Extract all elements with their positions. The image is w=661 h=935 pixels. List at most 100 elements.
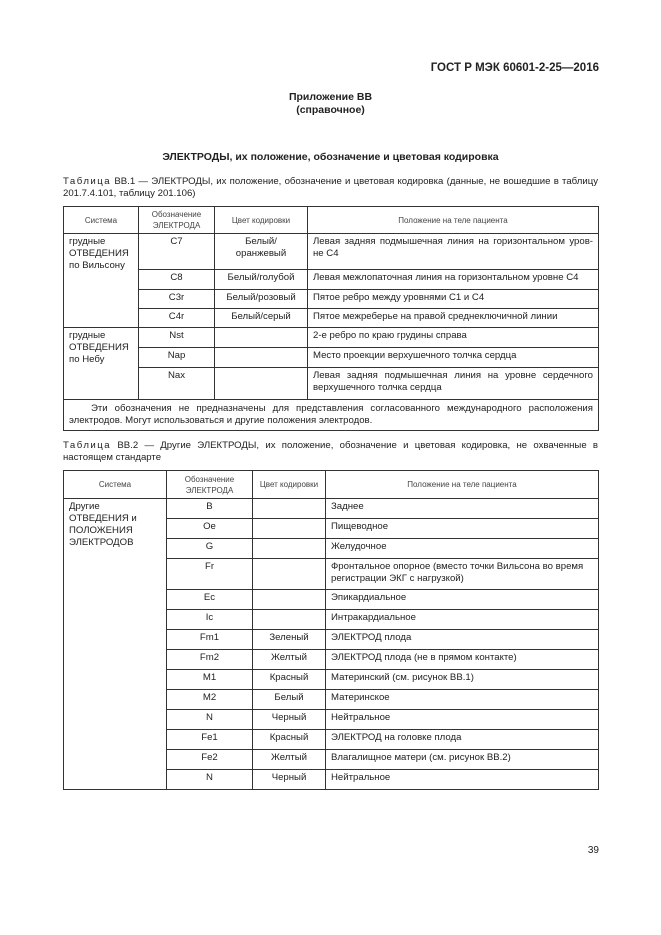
table-note-row: Эти обозначения не предназначены для пре… bbox=[63, 399, 599, 431]
electrode-code: C8 bbox=[138, 269, 215, 290]
system-cell: грудные ОТВЕДЕНИЯ по Небу bbox=[63, 327, 139, 400]
electrode-code: N bbox=[166, 769, 253, 790]
column-header: Положение на теле пациента bbox=[325, 470, 599, 499]
table-row: N Черный Нейтральное bbox=[64, 709, 599, 730]
electrode-code: Fe2 bbox=[166, 749, 253, 770]
section-title: ЭЛЕКТРОДЫ, их положение, обозначение и ц… bbox=[162, 151, 499, 163]
electrode-code: Nap bbox=[138, 347, 215, 368]
page-number: 39 bbox=[587, 845, 599, 856]
color-code bbox=[252, 498, 326, 519]
electrode-code: Fr bbox=[166, 558, 253, 590]
table-row: C8 Белый/голубой Левая межлопаточная линия… bbox=[64, 269, 599, 290]
color-code bbox=[214, 327, 308, 348]
table-row: Oe Пищеводное bbox=[64, 518, 599, 539]
position: Заднее bbox=[325, 498, 599, 519]
electrode-code: Ic bbox=[166, 609, 253, 630]
table-row: грудные ОТВЕДЕНИЯ по Вильсону C7 Белый/ ор… bbox=[63, 233, 599, 328]
electrode-code: C7 bbox=[138, 233, 215, 270]
electrode-code: Fm1 bbox=[166, 629, 253, 650]
electrode-code: Nax bbox=[138, 367, 215, 400]
table-row: Nax Левая задняя подмышечная линия на уро… bbox=[64, 367, 599, 400]
table-row: Nap Место проекции верхушечного толчка се… bbox=[64, 347, 599, 368]
position: Левая межлопаточная линия на горизонталь… bbox=[307, 269, 599, 290]
color-code: Красный bbox=[252, 669, 326, 690]
position: ЭЛЕКТРОД на головке плода bbox=[325, 729, 599, 750]
position: Левая задняя подмышечная линия на горизо… bbox=[307, 233, 599, 270]
color-code: Белый/розовый bbox=[214, 289, 308, 309]
position: Фронтальное опорное (вместо точки Вильсо… bbox=[325, 558, 599, 590]
position: Интракардиальное bbox=[325, 609, 599, 630]
position: ЭЛЕКТРОД плода bbox=[325, 629, 599, 650]
standard-number: ГОСТ Р МЭК 60601-2-25—2016 bbox=[430, 62, 599, 74]
electrode-code: B bbox=[166, 498, 253, 519]
position: Пятое ребро между уровнями С1 и С4 bbox=[307, 289, 599, 309]
table-row: Fe1 Красный ЭЛЕКТРОД на головке плода bbox=[64, 729, 599, 750]
position: Нейтральное bbox=[325, 709, 599, 730]
table-bb1: Система Обозначение ЭЛЕКТРОДА Цвет кодир… bbox=[63, 206, 599, 431]
electrode-code: M1 bbox=[166, 669, 253, 690]
position: Материнский (см. рисунок ВВ.1) bbox=[325, 669, 599, 690]
system-cell: Другие ОТВЕДЕНИЯ и ПОЛОЖЕНИЯ ЭЛЕКТРОДОВ bbox=[63, 498, 167, 790]
electrode-code: Fe1 bbox=[166, 729, 253, 750]
color-code: Белый/голубой bbox=[214, 269, 308, 290]
electrode-code: N bbox=[166, 709, 253, 730]
position: ЭЛЕКТРОД плода (не в прямом контакте) bbox=[325, 649, 599, 670]
table-row: Fe2 Желтый Влагалищное матери (см. рисунок… bbox=[64, 749, 599, 770]
color-code: Красный bbox=[252, 729, 326, 750]
system-cell: грудные ОТВЕДЕНИЯ по Вильсону bbox=[63, 233, 139, 328]
table-row: N Черный Нейтральное bbox=[64, 769, 599, 790]
color-code: Черный bbox=[252, 709, 326, 730]
position: Пищеводное bbox=[325, 518, 599, 539]
color-code: Желтый bbox=[252, 749, 326, 770]
column-header: Цвет кодировки bbox=[214, 206, 308, 234]
table-row: Fr Фронтальное опорное (вместо точки Виль… bbox=[64, 558, 599, 590]
table-row: грудные ОТВЕДЕНИЯ по Небу Nst 2-е ребро по… bbox=[63, 327, 599, 400]
position: Желудочное bbox=[325, 538, 599, 559]
column-header: Система bbox=[63, 470, 167, 499]
table-row: Другие ОТВЕДЕНИЯ и ПОЛОЖЕНИЯ ЭЛЕКТРОДОВ B… bbox=[63, 498, 599, 790]
color-code: Зеленый bbox=[252, 629, 326, 650]
color-code: Белый/серый bbox=[214, 308, 308, 328]
color-code bbox=[252, 558, 326, 590]
color-code bbox=[214, 367, 308, 400]
column-header: Система bbox=[63, 206, 139, 234]
electrode-code: Fm2 bbox=[166, 649, 253, 670]
appendix-subtitle: (справочное) bbox=[296, 104, 365, 116]
position: Материнское bbox=[325, 689, 599, 710]
position: Эпикардиальное bbox=[325, 589, 599, 610]
position: Влагалищное матери (см. рисунок ВВ.2) bbox=[325, 749, 599, 770]
position: Левая задняя подмышечная линия на уровне… bbox=[307, 367, 599, 400]
column-header: Цвет кодировки bbox=[252, 470, 326, 499]
electrode-code: C4r bbox=[138, 308, 215, 328]
position: Пятое межреберье на правой среднеключичн… bbox=[307, 308, 599, 328]
electrode-code: Ec bbox=[166, 589, 253, 610]
table-note: Эти обозначения не предназначены для пре… bbox=[63, 399, 599, 431]
electrode-code: Oe bbox=[166, 518, 253, 539]
appendix-heading: Приложение ВВ (справочное) bbox=[0, 91, 661, 117]
column-header: Обозначение ЭЛЕКТРОДА bbox=[166, 470, 253, 499]
table-row: C3r Белый/розовый Пятое ребро между уровня… bbox=[64, 289, 599, 309]
appendix-title: Приложение ВВ bbox=[288, 91, 373, 103]
electrode-code: Nst bbox=[138, 327, 215, 348]
color-code: Белый bbox=[252, 689, 326, 710]
table2-caption: Таблица ВВ.2 — Другие ЭЛЕКТРОДЫ, их поло… bbox=[63, 440, 599, 463]
color-code bbox=[252, 538, 326, 559]
table1-caption: Таблица ВВ.1 — ЭЛЕКТРОДЫ, их положение, … bbox=[63, 176, 598, 199]
color-code bbox=[252, 609, 326, 630]
table-row: M1 Красный Материнский (см. рисунок ВВ.1) bbox=[64, 669, 599, 690]
position: 2-е ребро по краю грудины справа bbox=[307, 327, 599, 348]
electrode-code: M2 bbox=[166, 689, 253, 710]
position: Нейтральное bbox=[325, 769, 599, 790]
electrode-code: G bbox=[166, 538, 253, 559]
color-code bbox=[214, 347, 308, 368]
column-header: Обозначение ЭЛЕКТРОДА bbox=[138, 206, 215, 234]
electrode-code: C3r bbox=[138, 289, 215, 309]
position: Место проекции верхушечного толчка сердц… bbox=[307, 347, 599, 368]
column-header: Положение на теле пациента bbox=[307, 206, 599, 234]
color-code: Черный bbox=[252, 769, 326, 790]
table-row: Ec Эпикардиальное bbox=[64, 589, 599, 610]
color-code bbox=[252, 518, 326, 539]
color-code bbox=[252, 589, 326, 610]
color-code: Желтый bbox=[252, 649, 326, 670]
